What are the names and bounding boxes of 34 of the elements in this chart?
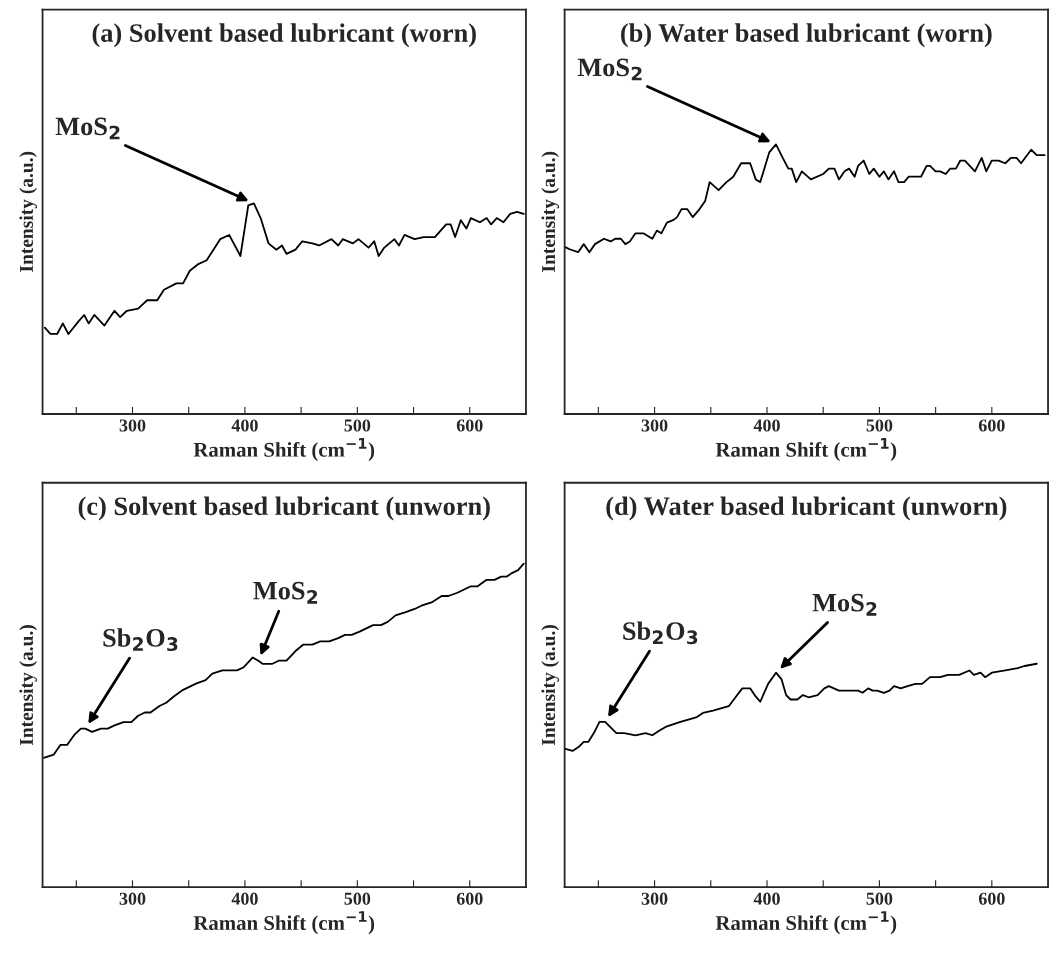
y-axis-title: Intensity (a.u.) xyxy=(541,151,560,272)
annotation: MoS$_{2}$ xyxy=(253,581,318,604)
annotation: Sb$_{2}$O$_{3}$ xyxy=(623,621,698,645)
x-tick-label: 400 xyxy=(231,419,258,432)
x-tick-label: 500 xyxy=(344,892,371,905)
x-tick-label: 300 xyxy=(641,419,668,432)
x-tick-label: 500 xyxy=(344,419,371,432)
y-axis-title: Intensity (a.u.) xyxy=(541,625,560,746)
x-tick-label: 600 xyxy=(978,892,1005,905)
x-tick-label: 600 xyxy=(456,892,483,905)
annotation: MoS$_{2}$ xyxy=(812,593,877,616)
x-axis-title: Raman Shift (cm$^{−1}$) xyxy=(193,911,375,935)
chart-title: (d) Water based lubricant (unworn) xyxy=(606,496,1007,521)
x-tick-label: 300 xyxy=(119,892,146,905)
x-axis-title: Raman Shift (cm$^{−1}$) xyxy=(715,911,897,935)
x-tick-label: 600 xyxy=(456,419,483,432)
x-tick-label: 400 xyxy=(753,419,780,432)
chart-title: (b) Water based lubricant (worn) xyxy=(621,23,992,48)
x-tick-label: 400 xyxy=(231,892,258,905)
x-tick-label: 300 xyxy=(119,419,146,432)
x-axis-title: Raman Shift (cm$^{−1}$) xyxy=(715,438,897,462)
annotation: MoS$_{2}$ xyxy=(55,117,120,140)
x-tick-label: 500 xyxy=(866,419,893,432)
chart-title: (a) Solvent based lubricant (worn) xyxy=(92,23,476,48)
annotation: Sb$_{2}$O$_{3}$ xyxy=(103,628,178,652)
x-tick-label: 500 xyxy=(866,892,893,905)
chart-title: (c) Solvent based lubricant (unworn) xyxy=(78,496,490,521)
x-tick-label: 300 xyxy=(641,892,668,905)
y-axis-title: Intensity (a.u.) xyxy=(19,625,37,746)
x-tick-label: 400 xyxy=(753,892,780,905)
x-tick-label: 600 xyxy=(978,419,1005,432)
y-axis-title: Intensity (a.u.) xyxy=(19,151,37,272)
annotation: MoS$_{2}$ xyxy=(577,58,642,81)
x-axis-title: Raman Shift (cm$^{−1}$) xyxy=(193,438,375,462)
